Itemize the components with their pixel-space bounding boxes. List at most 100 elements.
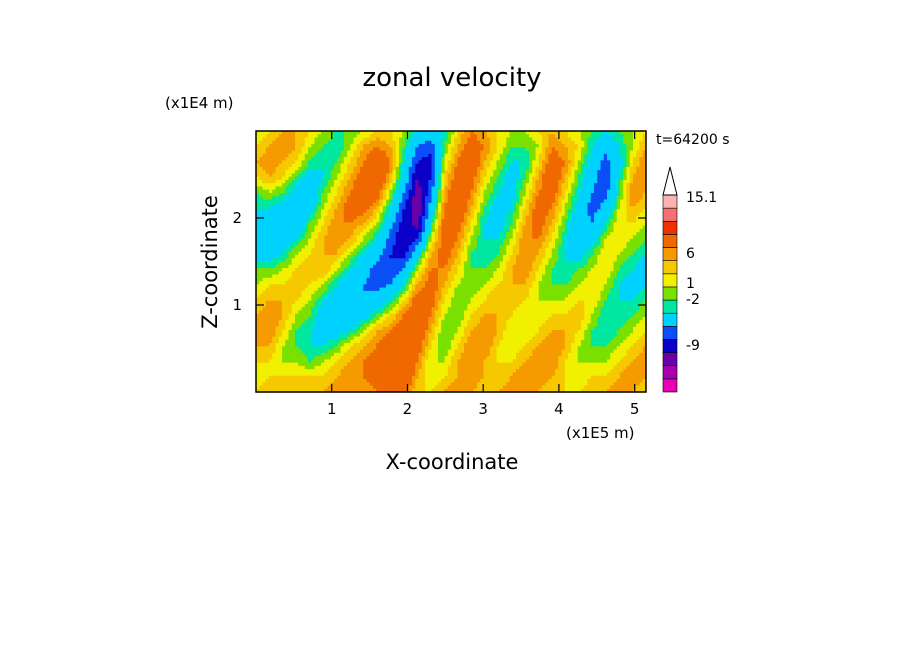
- heatmap-cell: [304, 245, 309, 249]
- heatmap-cell: [366, 160, 371, 165]
- heatmap-cell: [603, 196, 608, 200]
- heatmap-cell: [395, 134, 400, 138]
- heatmap-cell: [610, 173, 614, 178]
- heatmap-cell: [259, 134, 263, 138]
- heatmap-cell: [311, 251, 315, 256]
- heatmap-cell: [259, 179, 263, 184]
- heatmap-cell: [519, 153, 523, 158]
- heatmap-cell: [636, 196, 640, 200]
- heatmap-cell: [464, 235, 468, 240]
- heatmap-cell: [438, 202, 442, 207]
- heatmap-cell: [451, 189, 455, 194]
- heatmap-cell: [444, 199, 449, 204]
- heatmap-cell: [571, 251, 575, 256]
- heatmap-cell: [486, 192, 491, 197]
- heatmap-cell: [295, 254, 299, 259]
- heatmap-cell: [626, 202, 631, 207]
- heatmap-cell: [343, 261, 348, 266]
- heatmap-cell: [506, 209, 510, 213]
- heatmap-cell: [350, 170, 354, 174]
- heatmap-cell: [259, 245, 263, 249]
- heatmap-cell: [457, 166, 462, 171]
- heatmap-cell: [363, 209, 367, 213]
- heatmap-cell: [405, 192, 410, 197]
- heatmap-cell: [431, 170, 436, 174]
- heatmap-cell: [376, 192, 380, 197]
- heatmap-cell: [395, 144, 400, 148]
- heatmap-cell: [451, 196, 455, 200]
- heatmap-cell: [503, 176, 507, 181]
- heatmap-cell: [493, 144, 497, 148]
- heatmap-cell: [477, 166, 481, 171]
- heatmap-cell: [639, 183, 644, 187]
- heatmap-cell: [535, 215, 540, 220]
- heatmap-cell: [571, 147, 575, 151]
- heatmap-cell: [308, 202, 312, 207]
- heatmap-cell: [434, 206, 439, 210]
- heatmap-cell: [405, 206, 410, 210]
- heatmap-cell: [538, 140, 543, 145]
- heatmap-cell: [441, 153, 445, 158]
- heatmap-cell: [444, 173, 449, 178]
- heatmap-cell: [431, 228, 436, 233]
- heatmap-cell: [291, 222, 296, 227]
- heatmap-cell: [379, 144, 384, 148]
- heatmap-cell: [496, 179, 501, 184]
- heatmap-cell: [298, 160, 302, 165]
- heatmap-cell: [490, 264, 494, 269]
- heatmap-cell: [451, 202, 455, 207]
- heatmap-cell: [438, 228, 442, 233]
- heatmap-cell: [376, 150, 380, 155]
- heatmap-cell: [311, 235, 315, 240]
- heatmap-cell: [301, 222, 306, 227]
- heatmap-cell: [626, 150, 631, 155]
- heatmap-cell: [421, 254, 426, 259]
- heatmap-cell: [386, 199, 390, 204]
- heatmap-cell: [347, 199, 351, 204]
- heatmap-cell: [369, 170, 374, 174]
- heatmap-cell: [542, 147, 546, 151]
- heatmap-cell: [369, 261, 374, 266]
- heatmap-cell: [340, 215, 345, 220]
- heatmap-cell: [464, 222, 468, 227]
- heatmap-cell: [642, 179, 647, 184]
- heatmap-cell: [629, 176, 634, 181]
- heatmap-cell: [509, 160, 514, 165]
- heatmap-cell: [415, 153, 419, 158]
- heatmap-cell: [577, 222, 582, 227]
- heatmap-cell: [269, 183, 273, 187]
- heatmap-cell: [343, 153, 348, 158]
- heatmap-cell: [555, 186, 559, 191]
- heatmap-cell: [431, 206, 436, 210]
- heatmap-cell: [633, 176, 637, 181]
- heatmap-cell: [418, 245, 423, 249]
- heatmap-cell: [425, 245, 429, 249]
- heatmap-cell: [295, 248, 299, 253]
- heatmap-cell: [558, 144, 562, 148]
- heatmap-cell: [558, 209, 562, 213]
- heatmap-cell: [408, 173, 413, 178]
- heatmap-cell: [330, 134, 335, 138]
- heatmap-cell: [493, 248, 497, 253]
- heatmap-cell: [496, 206, 501, 210]
- heatmap-cell: [529, 261, 533, 266]
- heatmap-cell: [337, 196, 341, 200]
- heatmap-cell: [262, 147, 267, 151]
- heatmap-cell: [636, 225, 640, 230]
- heatmap-cell: [548, 137, 553, 142]
- heatmap-cell: [460, 183, 465, 187]
- heatmap-cell: [288, 163, 293, 168]
- heatmap-cell: [477, 163, 481, 168]
- heatmap-cell: [503, 186, 507, 191]
- heatmap-cell: [334, 186, 338, 191]
- heatmap-cell: [584, 219, 588, 223]
- heatmap-cell: [571, 206, 575, 210]
- heatmap-cell: [467, 209, 471, 213]
- heatmap-cell: [295, 137, 299, 142]
- heatmap-cell: [438, 238, 442, 243]
- heatmap-cell: [392, 183, 397, 187]
- heatmap-cell: [418, 219, 423, 223]
- heatmap-cell: [366, 261, 371, 266]
- heatmap-cell: [597, 228, 601, 233]
- heatmap-cell: [373, 160, 377, 165]
